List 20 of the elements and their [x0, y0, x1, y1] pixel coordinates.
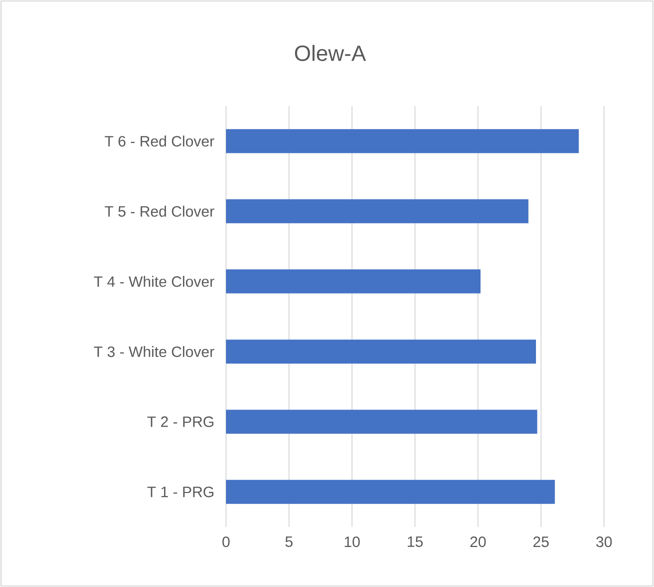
x-tick-label: 0: [222, 536, 230, 548]
x-tick-label: 20: [470, 536, 486, 548]
x-tick-label: 30: [596, 536, 612, 548]
x-tick-label: 15: [408, 536, 423, 547]
y-tick-label: T 6 - Red Clover: [104, 136, 214, 147]
x-tick-label: 10: [344, 536, 360, 548]
y-tick-label: T 3 - White Clover: [94, 346, 214, 358]
y-tick-label: T 2 - PRG: [147, 416, 214, 428]
bar: [226, 129, 579, 154]
bar: [226, 269, 481, 294]
x-tick-label: 25: [533, 536, 549, 548]
chart-title: Olew-A: [294, 44, 366, 62]
bar: [226, 480, 555, 504]
y-tick-label: T 4 - White Clover: [94, 276, 214, 287]
bar: [226, 340, 536, 364]
bar: [226, 410, 538, 434]
y-tick-label: T 5 - Red Clover: [104, 206, 214, 217]
x-tick-label: 5: [285, 536, 293, 547]
bar: [226, 199, 528, 224]
y-tick-label: T 1 - PRG: [147, 486, 214, 498]
